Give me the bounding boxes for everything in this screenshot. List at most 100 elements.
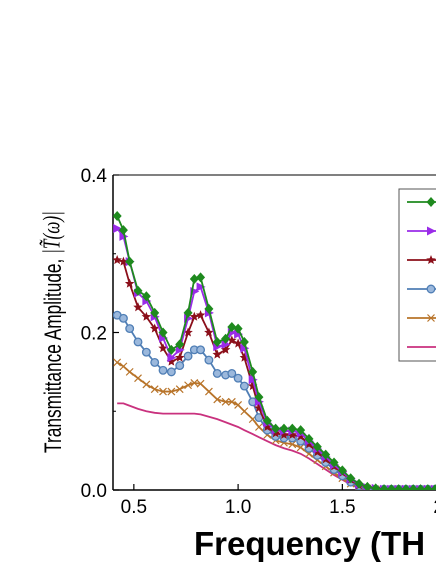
series-point — [183, 351, 193, 361]
series-point — [189, 311, 200, 321]
legend-marker — [427, 226, 436, 236]
series-point — [248, 375, 258, 385]
series-point — [240, 343, 250, 353]
series-point — [166, 356, 177, 366]
series-point — [158, 327, 168, 338]
series-point — [394, 484, 404, 490]
legend — [398, 188, 436, 362]
series-point — [234, 401, 243, 409]
ticks: 0.5 1.0 1.5 2.0 0.0 0.2 0.4 — [81, 166, 436, 518]
series-point — [255, 423, 263, 431]
series-line — [117, 402, 436, 490]
series-point — [190, 378, 199, 387]
series-point — [227, 397, 236, 406]
series-point — [212, 336, 222, 347]
series-point — [195, 310, 206, 320]
y-tick-label: 0.4 — [81, 166, 108, 187]
series-point — [204, 327, 214, 337]
series-point — [304, 433, 314, 444]
series-point — [166, 367, 176, 377]
y-axis-title-math: |T̃(ω)| — [38, 211, 66, 254]
series-point — [212, 349, 223, 359]
series-point — [227, 369, 237, 378]
series-point — [346, 473, 356, 484]
series-point — [254, 392, 264, 403]
series-point — [119, 362, 128, 371]
legend-marker — [426, 255, 436, 265]
series-point — [221, 333, 231, 344]
series-point — [227, 335, 237, 345]
series-point — [379, 484, 389, 490]
series-point — [239, 352, 250, 362]
series-point — [158, 365, 168, 375]
series-point — [124, 278, 135, 288]
series-point — [248, 366, 258, 377]
series-point — [113, 255, 122, 265]
series-point — [133, 302, 143, 312]
series-point — [141, 347, 151, 357]
series-point — [133, 285, 143, 296]
series-point — [118, 256, 129, 266]
series-layer — [113, 210, 436, 490]
legend-marker — [426, 284, 436, 294]
series-point — [247, 381, 258, 391]
series-point — [371, 483, 381, 490]
series-point — [262, 422, 273, 432]
series-point — [220, 344, 231, 354]
series-point — [125, 367, 134, 376]
series-point — [212, 369, 222, 378]
y-tick-label: 0.0 — [81, 481, 107, 502]
series-point — [279, 423, 289, 434]
series-line — [116, 259, 436, 490]
series-point — [312, 441, 322, 452]
series-point — [125, 324, 135, 334]
series-point — [113, 358, 122, 367]
x-axis-title: Frequency (TH — [194, 525, 425, 562]
series-point — [204, 387, 213, 396]
legend-marker — [426, 197, 436, 207]
series-point — [296, 425, 306, 436]
series-point — [113, 224, 123, 234]
series-point — [174, 352, 185, 362]
series-point — [142, 380, 151, 389]
series-line — [116, 227, 436, 490]
series-point — [354, 478, 364, 489]
series-point — [233, 323, 243, 334]
series-point — [416, 484, 426, 490]
series-point — [288, 440, 297, 449]
series-point — [175, 339, 185, 350]
series-point — [279, 429, 289, 439]
series-point — [239, 336, 249, 347]
series-point — [337, 465, 347, 476]
series-point — [240, 407, 249, 416]
series-point — [141, 311, 152, 321]
series-point — [150, 357, 160, 367]
series-point — [362, 481, 372, 490]
series-point — [196, 379, 205, 388]
series-point — [149, 323, 160, 333]
series-point — [321, 449, 331, 460]
series-point — [239, 381, 249, 391]
svg-text:Transmittance Amplitude, |T̃(ω: Transmittance Amplitude, |T̃(ω)| — [38, 211, 66, 453]
series-point — [430, 484, 436, 490]
series-point — [133, 337, 143, 347]
series-point — [175, 385, 184, 394]
series-point — [386, 484, 396, 490]
series-point — [159, 333, 169, 343]
series-point — [141, 291, 151, 302]
series-point — [304, 439, 314, 449]
series-point — [113, 210, 122, 221]
series-point — [234, 329, 244, 339]
series-point — [125, 256, 135, 267]
y-axis-title-text: Transmittance Amplitude, — [40, 254, 66, 453]
series-point — [134, 374, 142, 383]
series-point — [189, 273, 199, 284]
series-point — [118, 313, 128, 323]
series-point — [233, 338, 243, 348]
x-tick-label: 1.5 — [329, 497, 355, 518]
series-point — [295, 431, 306, 441]
series-point — [159, 387, 167, 396]
series-point — [312, 447, 323, 457]
series-point — [175, 345, 185, 355]
